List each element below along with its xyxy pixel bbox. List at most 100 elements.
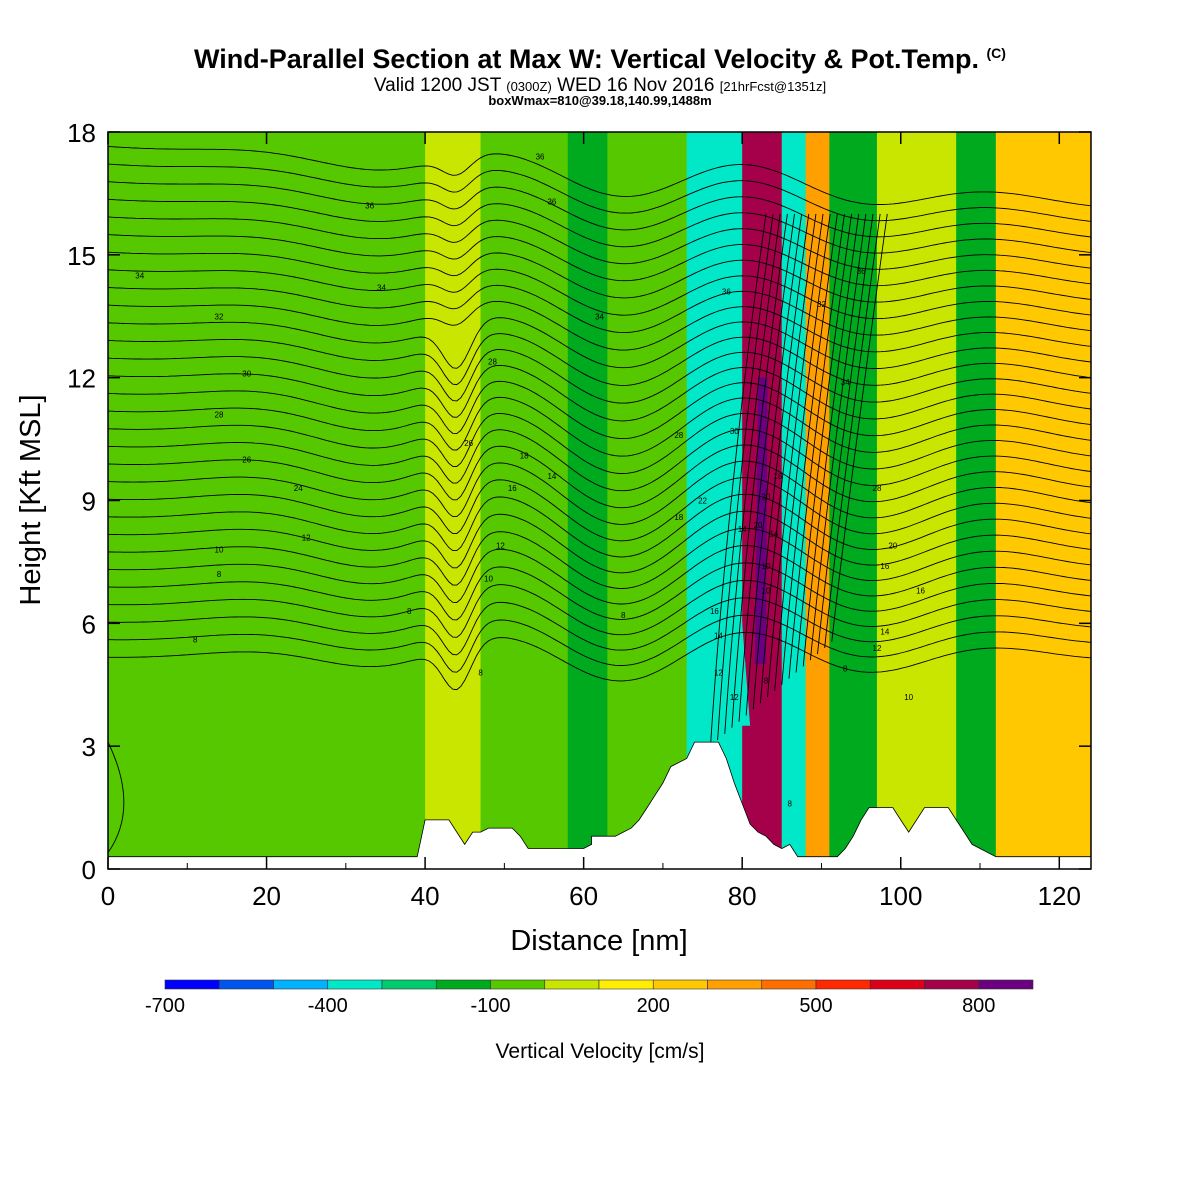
contour-label: 36 xyxy=(536,153,545,162)
colorbar-swatch xyxy=(435,979,491,990)
theta-contour xyxy=(108,198,1091,254)
theta-contour-wave xyxy=(774,213,831,691)
x-tick-label: 0 xyxy=(101,881,115,911)
contour-label: 36 xyxy=(857,267,866,276)
terrain xyxy=(107,741,1092,870)
velocity-field xyxy=(108,132,1091,869)
velocity-column xyxy=(829,132,877,869)
contour-label: 12 xyxy=(730,693,739,702)
contour-label: 18 xyxy=(674,513,683,522)
colorbar-swatch xyxy=(218,979,274,990)
copyright-mark: (C) xyxy=(986,45,1006,61)
contour-label: 28 xyxy=(674,431,683,440)
contour-label: 16 xyxy=(508,484,517,493)
contour-label: 14 xyxy=(769,529,778,538)
contour-label: 28 xyxy=(215,411,224,420)
contour-label: 8 xyxy=(621,611,626,620)
y-tick-label: 12 xyxy=(67,364,96,394)
contour-label: 14 xyxy=(714,632,723,641)
theta-contour xyxy=(108,477,1091,542)
colorbar-swatch xyxy=(815,979,871,990)
contour-label: 14 xyxy=(880,628,889,637)
velocity-column xyxy=(567,132,608,869)
velocity-column xyxy=(876,132,957,869)
theta-contour-wave xyxy=(738,213,795,722)
x-tick-label: 20 xyxy=(252,881,281,911)
theta-contour xyxy=(108,579,1091,638)
contour-label: 12 xyxy=(714,668,723,677)
chart-boxinfo: boxWmax=810@39.18,140.99,1488m xyxy=(488,93,712,108)
theta-contour xyxy=(108,444,1091,509)
contour-label: 8 xyxy=(407,607,412,616)
colorbar-swatch xyxy=(544,979,600,990)
contour-label: 10 xyxy=(762,562,771,571)
contour-label: 16 xyxy=(916,587,925,596)
contour-label: 30 xyxy=(730,427,739,436)
contour-label: 12 xyxy=(873,644,882,653)
theta-contour-wave xyxy=(752,213,810,710)
theta-contour-wave xyxy=(802,213,860,667)
contour-label: 14 xyxy=(738,525,747,534)
velocity-column xyxy=(425,132,481,869)
colorbar-label: Vertical Velocity [cm/s] xyxy=(496,1040,705,1063)
theta-contour-wave xyxy=(795,213,853,673)
contour-label: 14 xyxy=(547,472,556,481)
theta-contour-wave xyxy=(817,213,874,655)
contour-label: 28 xyxy=(488,357,497,366)
contour-label: 16 xyxy=(710,607,719,616)
colorbar-swatch xyxy=(869,979,925,990)
theta-contour xyxy=(108,380,1091,440)
theta-contour xyxy=(108,460,1091,525)
contour-label: 8 xyxy=(843,664,848,673)
contour-label: 36 xyxy=(365,202,374,211)
theta-contour xyxy=(108,412,1091,474)
theta-contour xyxy=(108,163,1091,222)
theta-contours xyxy=(108,146,1091,853)
theta-contour-wave xyxy=(788,213,845,679)
y-tick-label: 0 xyxy=(82,855,96,885)
downdraft-core xyxy=(694,418,751,726)
theta-contour xyxy=(108,146,1091,207)
colorbar-tick-label: -700 xyxy=(145,995,185,1017)
contour-label: 34 xyxy=(135,271,144,280)
chart-title: Wind-Parallel Section at Max W: Vertical… xyxy=(194,44,1006,74)
theta-contour-wave xyxy=(724,213,781,734)
contour-label: 30 xyxy=(242,370,251,379)
colorbar-swatch xyxy=(490,979,546,990)
theta-contour xyxy=(108,333,1091,386)
y-tick-label: 6 xyxy=(82,609,96,639)
theta-contour-wave xyxy=(824,213,881,648)
x-tick-label: 120 xyxy=(1038,881,1081,911)
contour-label: 28 xyxy=(873,484,882,493)
theta-contour xyxy=(108,251,1091,303)
contour-label: 34 xyxy=(841,378,850,387)
colorbar-tick-label: 800 xyxy=(962,995,995,1017)
contour-label: 8 xyxy=(788,799,793,808)
chart-subtitle: Valid 1200 JST (0300Z) WED 16 Nov 2016 [… xyxy=(373,75,827,96)
contour-label: 10 xyxy=(904,693,913,702)
contour-label: 26 xyxy=(242,456,251,465)
y-tick-label: 9 xyxy=(82,487,96,517)
theta-contour xyxy=(108,510,1091,574)
velocity-column xyxy=(108,132,219,869)
theta-contour-wave xyxy=(809,213,867,661)
velocity-column xyxy=(607,132,687,869)
velocity-column xyxy=(218,132,426,869)
theta-contour xyxy=(108,364,1091,422)
y-axis-label: Height [Kft MSL] xyxy=(15,394,47,605)
x-tick-label: 60 xyxy=(569,881,598,911)
colorbar-swatch xyxy=(924,979,980,990)
velocity-column xyxy=(480,132,568,869)
velocity-column xyxy=(956,132,996,869)
colorbar-swatch xyxy=(761,979,817,990)
colorbar-swatch xyxy=(273,979,329,990)
x-tick-label: 80 xyxy=(728,881,757,911)
colorbar-swatch xyxy=(381,979,437,990)
theta-contour-wave xyxy=(731,213,788,728)
colorbar-swatch xyxy=(598,979,654,990)
contour-label: 10 xyxy=(484,574,493,583)
contour-label: 18 xyxy=(773,472,782,481)
theta-contour xyxy=(108,545,1091,605)
